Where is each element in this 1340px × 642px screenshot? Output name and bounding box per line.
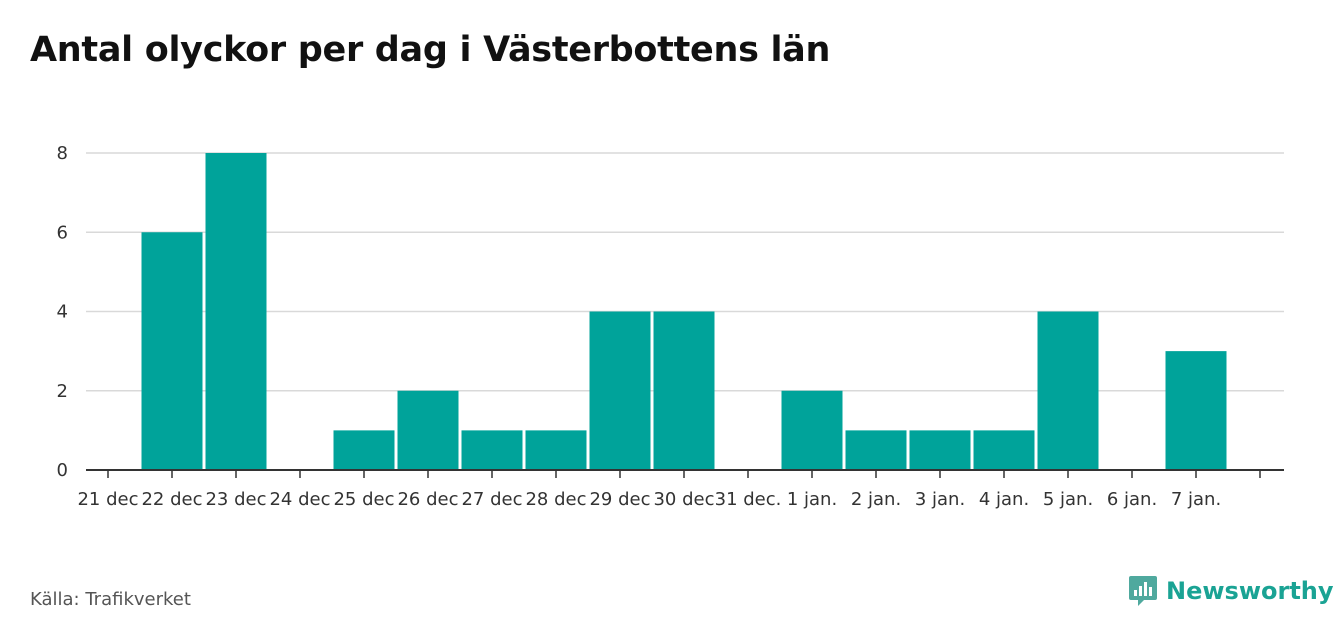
x-tick-label: 30 dec: [653, 489, 714, 510]
bars: [141, 153, 1227, 470]
bar: [973, 430, 1035, 470]
y-tick-label: 4: [57, 302, 68, 323]
x-tick-label: 31 dec.: [715, 489, 782, 510]
x-tick-label: 5 jan.: [1043, 489, 1093, 510]
chart-bubble-icon: [1129, 576, 1157, 606]
bar: [141, 232, 203, 470]
x-tick-label: 28 dec: [525, 489, 586, 510]
x-tick-label: 21 dec: [77, 489, 138, 510]
bar: [781, 390, 843, 470]
source-note: Källa: Trafikverket: [30, 589, 191, 610]
bar: [909, 430, 971, 470]
x-tick-label: 7 jan.: [1171, 489, 1221, 510]
x-tick-label: 25 dec: [333, 489, 394, 510]
x-tick-label: 27 dec: [461, 489, 522, 510]
x-tick-label: 4 jan.: [979, 489, 1029, 510]
x-axis: 21 dec 22 dec 23 dec 24 dec 25 dec 26 dec 27 d…: [77, 469, 1284, 510]
x-tick-label: 2 jan.: [851, 489, 901, 510]
x-tick-label: 22 dec: [141, 489, 202, 510]
x-tick-label: 24 dec: [269, 489, 330, 510]
x-tick-label: 29 dec: [589, 489, 650, 510]
x-tick-label: 3 jan.: [915, 489, 965, 510]
x-tick-label: 1 jan.: [787, 489, 837, 510]
y-tick-label: 2: [57, 381, 68, 402]
bar: [205, 153, 267, 470]
bar: [333, 430, 395, 470]
bar-chart: 0 2 4 6 8 21 dec 22 dec 23 dec 24 dec 25 dec 26 d…: [57, 143, 1284, 510]
x-tick-label: 26 dec: [397, 489, 458, 510]
bar: [845, 430, 907, 470]
y-tick-label: 8: [57, 143, 68, 164]
bar: [397, 390, 459, 470]
chart-title: Antal olyckor per dag i Västerbottens lä…: [30, 30, 831, 70]
bar: [461, 430, 523, 470]
brand-name: Newsworthy: [1166, 577, 1334, 605]
brand-logo: Newsworthy: [1128, 574, 1334, 608]
y-tick-label: 6: [57, 222, 68, 243]
y-tick-label: 0: [57, 460, 68, 481]
bar: [589, 311, 651, 470]
bar: [653, 311, 715, 470]
x-tick-label: 6 jan.: [1107, 489, 1157, 510]
bar: [525, 430, 587, 470]
y-axis-ticks: 0 2 4 6 8: [57, 143, 68, 481]
x-tick-label: 23 dec: [205, 489, 266, 510]
bar: [1165, 351, 1227, 470]
bar: [1037, 311, 1099, 470]
